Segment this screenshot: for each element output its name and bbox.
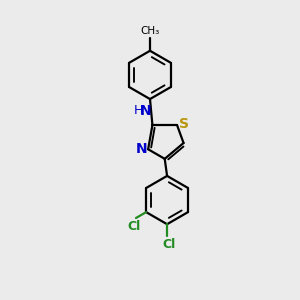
Text: S: S (178, 117, 188, 131)
Text: N: N (140, 103, 152, 118)
Text: N: N (136, 142, 148, 156)
Text: Cl: Cl (128, 220, 141, 233)
Text: H: H (134, 104, 143, 117)
Text: Cl: Cl (163, 238, 176, 251)
Text: CH₃: CH₃ (140, 26, 160, 36)
